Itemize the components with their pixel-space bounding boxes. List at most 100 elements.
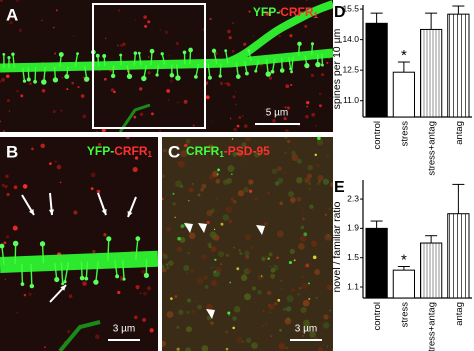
dendrite	[223, 0, 333, 67]
puncta	[165, 263, 169, 266]
panel-label: A	[6, 5, 18, 24]
puncta	[326, 284, 333, 291]
puncta	[300, 306, 307, 314]
spine-head	[279, 68, 285, 73]
puncta	[244, 159, 247, 162]
y-tick-label: 11.0	[343, 95, 359, 105]
puncta	[322, 343, 325, 346]
puncta	[262, 309, 265, 313]
puncta	[23, 293, 27, 297]
puncta	[278, 35, 281, 38]
puncta	[305, 327, 308, 330]
puncta	[288, 147, 290, 149]
y-tick-label: 14.0	[342, 34, 359, 44]
puncta	[277, 177, 284, 184]
puncta	[177, 101, 179, 104]
puncta	[183, 143, 188, 148]
puncta	[11, 17, 14, 19]
puncta	[235, 91, 237, 93]
puncta	[228, 36, 232, 40]
spine-head	[207, 75, 212, 80]
puncta	[300, 225, 305, 229]
spine	[248, 50, 252, 62]
puncta	[289, 197, 296, 203]
puncta	[170, 297, 173, 301]
puncta	[248, 10, 251, 13]
puncta	[174, 145, 179, 149]
puncta	[205, 95, 210, 100]
puncta	[177, 246, 183, 252]
puncta	[179, 184, 184, 189]
y-tick-label: 1.1	[347, 281, 359, 291]
puncta	[82, 76, 85, 79]
puncta	[284, 151, 287, 155]
puncta	[205, 303, 213, 311]
puncta	[316, 164, 320, 168]
puncta	[285, 346, 288, 350]
scale-label: 3 µm	[113, 324, 135, 335]
puncta	[43, 346, 46, 349]
spine-head	[126, 73, 133, 80]
puncta	[201, 345, 209, 351]
puncta	[210, 246, 217, 252]
puncta	[18, 28, 23, 33]
puncta	[1, 77, 6, 82]
puncta	[258, 153, 262, 156]
puncta	[162, 174, 166, 178]
puncta	[316, 139, 324, 146]
puncta	[314, 153, 318, 157]
spine	[74, 53, 79, 67]
puncta	[162, 148, 167, 153]
puncta	[288, 191, 294, 198]
spine-head	[41, 79, 47, 85]
panel-label: C	[168, 142, 180, 161]
x-tick-label: stress+antag	[427, 302, 438, 351]
spine	[219, 63, 222, 77]
puncta	[308, 297, 311, 300]
puncta	[217, 168, 220, 172]
puncta	[314, 269, 321, 276]
y-tick-label: 1.9	[347, 223, 359, 233]
puncta	[101, 128, 106, 132]
puncta	[4, 184, 8, 189]
puncta	[177, 161, 179, 163]
puncta	[144, 24, 148, 28]
puncta	[183, 264, 190, 272]
scale-label: 3 µm	[295, 324, 317, 335]
puncta	[269, 311, 272, 314]
puncta	[309, 204, 314, 209]
puncta	[244, 293, 252, 301]
puncta	[29, 82, 32, 85]
puncta	[150, 112, 154, 116]
puncta	[15, 0, 20, 2]
puncta	[219, 81, 224, 86]
arrowhead	[184, 223, 193, 233]
puncta	[71, 81, 75, 85]
puncta	[238, 115, 242, 120]
spine-head	[270, 69, 275, 74]
puncta	[290, 202, 293, 205]
puncta	[210, 208, 215, 213]
x-tick-label: antag	[454, 302, 465, 326]
spine-head	[297, 41, 302, 47]
stain-label: CRFR1-PSD-95	[186, 144, 270, 159]
puncta	[328, 207, 331, 210]
arrowhead	[256, 225, 265, 235]
stain-part: CRFR	[280, 5, 314, 19]
puncta	[82, 114, 87, 119]
spine-head	[175, 75, 181, 81]
puncta	[293, 259, 296, 262]
puncta	[209, 231, 217, 239]
puncta	[13, 185, 18, 190]
puncta	[215, 266, 222, 273]
puncta	[268, 252, 273, 257]
puncta	[317, 174, 324, 182]
puncta	[303, 319, 310, 327]
puncta	[298, 243, 305, 250]
puncta	[197, 193, 201, 197]
puncta	[68, 73, 71, 76]
puncta	[284, 129, 289, 132]
spine-head	[310, 42, 314, 46]
x-tick-label: stress	[399, 121, 410, 147]
puncta	[209, 17, 212, 21]
